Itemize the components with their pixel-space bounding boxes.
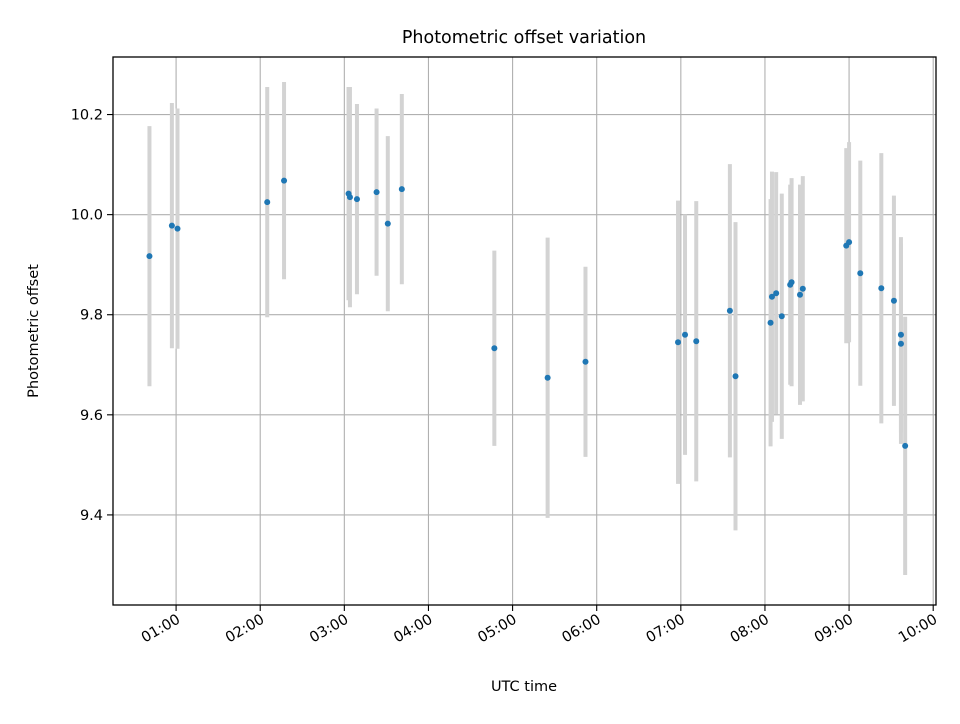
data-point bbox=[768, 293, 775, 300]
data-point bbox=[797, 291, 804, 298]
chart-title: Photometric offset variation bbox=[402, 28, 646, 48]
data-point bbox=[857, 270, 864, 277]
data-point bbox=[693, 338, 700, 345]
data-point bbox=[264, 199, 271, 206]
data-point bbox=[788, 279, 795, 286]
data-point bbox=[346, 194, 353, 201]
plot-frame bbox=[112, 56, 937, 606]
data-point bbox=[846, 239, 853, 246]
data-points bbox=[146, 177, 909, 449]
y-axis-ticks: 9.4 9.6 9.8 10.0 10.2 bbox=[71, 108, 113, 524]
data-point bbox=[897, 340, 904, 347]
data-point bbox=[778, 313, 785, 320]
data-point bbox=[726, 307, 733, 314]
data-point bbox=[732, 373, 739, 380]
data-point bbox=[146, 253, 153, 260]
data-point bbox=[878, 285, 885, 292]
data-point bbox=[491, 345, 498, 352]
data-point bbox=[398, 186, 405, 193]
y-tick-label: 9.6 bbox=[80, 408, 103, 424]
data-point bbox=[582, 358, 589, 365]
y-tick-label: 10.0 bbox=[71, 208, 103, 224]
data-point bbox=[353, 196, 360, 203]
x-axis-label: UTC time bbox=[491, 679, 557, 695]
data-point bbox=[897, 331, 904, 338]
data-point bbox=[890, 297, 897, 304]
y-tick-label: 9.8 bbox=[80, 308, 103, 324]
data-point bbox=[544, 374, 551, 381]
data-point bbox=[799, 285, 806, 292]
data-point bbox=[682, 331, 689, 338]
data-point bbox=[174, 225, 181, 232]
y-tick-label: 9.4 bbox=[80, 508, 103, 524]
data-point bbox=[767, 319, 774, 326]
y-tick-label: 10.2 bbox=[71, 108, 103, 124]
data-point bbox=[373, 189, 380, 196]
data-point bbox=[384, 220, 391, 227]
y-axis-label: Photometric offset bbox=[26, 264, 42, 398]
data-point bbox=[902, 442, 909, 449]
data-point bbox=[281, 177, 288, 184]
data-point bbox=[168, 222, 175, 229]
data-point bbox=[773, 290, 780, 297]
data-point bbox=[675, 339, 682, 346]
